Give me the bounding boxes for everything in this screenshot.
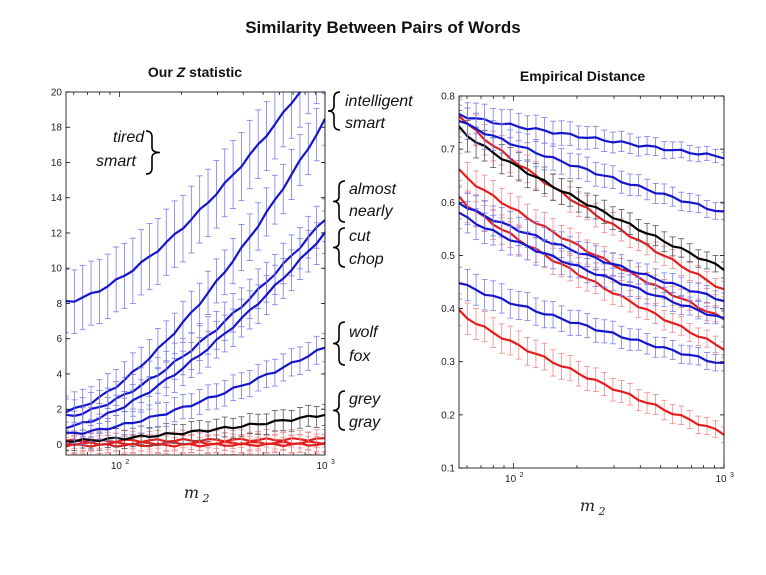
right-series-8 [459, 266, 724, 372]
right-series-line-1 [459, 120, 724, 213]
right-series-line-3 [459, 115, 724, 291]
right-series-6 [459, 196, 724, 327]
left-ytick-label: 10 [51, 264, 63, 275]
pair-word: almost [349, 181, 397, 198]
right-axes-frame [458, 95, 725, 469]
left-ytick-label: 18 [51, 123, 63, 134]
pair-word: chop [349, 251, 384, 268]
right-xaxis-label: m [580, 496, 595, 515]
left-xtick-label: 10 [316, 461, 328, 472]
left-ytick-label: 6 [56, 334, 62, 345]
right-series-line-8 [459, 282, 724, 364]
left-xtick-exp: 3 [331, 459, 335, 466]
left-ytick-label: 2 [56, 405, 62, 416]
pair-brace-3 [332, 321, 346, 366]
right-series-line-0 [459, 113, 724, 160]
left-series-line-8 [66, 441, 325, 448]
left-series-2 [66, 198, 325, 433]
left-ytick-label: 0 [56, 440, 62, 451]
left-ytick-label: 20 [51, 88, 63, 99]
pair-brace-2 [332, 227, 346, 268]
pair-brace-1 [332, 180, 346, 223]
left-series-line-6 [66, 437, 325, 444]
right-ytick-label: 0.1 [441, 464, 455, 475]
right-series-4 [459, 152, 724, 328]
left-series-line-1 [66, 118, 325, 414]
pair-word: intelligent [345, 93, 413, 110]
right-xtick-label: 10 [715, 474, 727, 485]
left-series-4 [66, 333, 325, 446]
pair-word: fox [349, 348, 371, 365]
left-series-line-5 [66, 413, 325, 443]
left-series-line-3 [66, 231, 325, 430]
right-xtick-exp: 2 [520, 472, 524, 479]
left-xtick-exp: 2 [125, 459, 129, 466]
left-series-line-0 [66, 92, 302, 303]
left-xaxis-label-sub: 2 [202, 492, 210, 505]
left-ytick-label: 8 [56, 299, 62, 310]
left-ytick-label: 12 [51, 228, 63, 239]
right-ytick-label: 0.4 [441, 304, 455, 315]
left-xtick-label: 10 [111, 461, 123, 472]
left-axes-frame [65, 91, 326, 456]
right-series-line-5 [459, 202, 724, 303]
right-ytick-label: 0.2 [441, 410, 455, 421]
right-series-9 [459, 293, 724, 444]
left-series-line-4 [66, 346, 325, 435]
right-series-1 [459, 104, 724, 220]
pair-word: smart [345, 115, 386, 132]
right-series-line-4 [459, 168, 724, 321]
left-series-line-2 [66, 219, 325, 417]
right-ytick-label: 0.8 [441, 92, 455, 103]
right-series-line-2 [459, 125, 724, 271]
pair-word: cut [349, 228, 371, 245]
pair-word: gray [349, 414, 381, 431]
left-series-8 [66, 433, 325, 455]
left-ytick-label: 14 [51, 193, 63, 204]
pair-brace-4 [332, 390, 346, 431]
left-ytick-label: 16 [51, 158, 63, 169]
figure-title: Similarity Between Pairs of Words [245, 18, 521, 37]
left-series-7 [66, 432, 325, 455]
pair-word-smart: smart [96, 153, 137, 170]
pair-word: nearly [349, 203, 394, 220]
right-chart: 0.10.20.30.40.50.60.70.810 2 10 3m 2 [441, 92, 734, 519]
right-series-2 [459, 110, 724, 279]
right-ytick-label: 0.6 [441, 198, 455, 209]
left-panel-title: Our Z statistic [147, 64, 243, 80]
right-xtick-label: 10 [505, 474, 517, 485]
pair-brace-0 [327, 91, 341, 131]
pair-brace-tired-smart [145, 130, 161, 175]
right-series-line-7 [459, 195, 724, 351]
right-series-line-6 [459, 211, 724, 320]
pair-word-tired: tired [113, 129, 145, 146]
right-xtick-exp: 3 [730, 472, 734, 479]
left-series-3 [66, 210, 325, 443]
right-xaxis-label-sub: 2 [598, 505, 606, 518]
left-ytick-label: 4 [56, 369, 62, 380]
right-series-line-9 [459, 309, 724, 436]
right-ytick-label: 0.7 [441, 145, 455, 156]
right-ytick-label: 0.3 [441, 357, 455, 368]
right-ytick-label: 0.5 [441, 251, 455, 262]
pair-word: wolf [349, 324, 379, 341]
left-xaxis-label: m [184, 483, 199, 502]
pair-word: grey [349, 391, 381, 408]
right-panel-title: Empirical Distance [519, 68, 646, 84]
